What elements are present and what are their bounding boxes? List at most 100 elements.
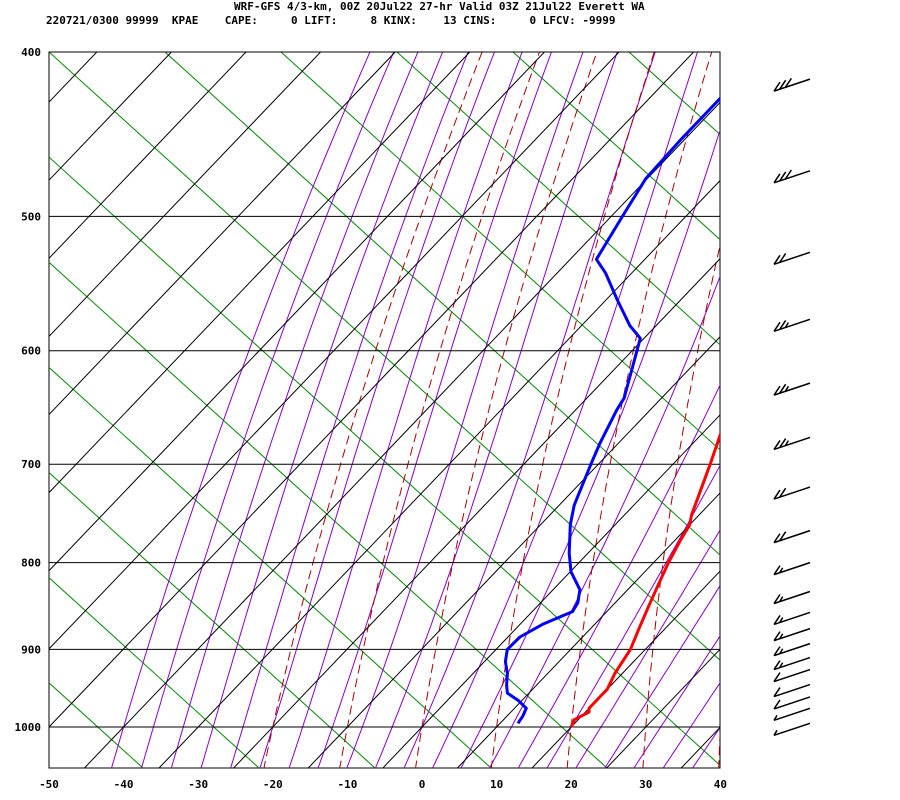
moist-adiabat-line — [633, 635, 720, 768]
wind-barb-staff — [773, 642, 811, 657]
wind-barb — [773, 561, 811, 576]
wind-barb-staff — [773, 707, 811, 722]
wind-barb — [773, 642, 811, 657]
pressure-axis: 400 500 600 700 800 900 1000 — [15, 46, 42, 734]
wind-barb-half-flag — [779, 617, 784, 623]
isotherm-line — [49, 52, 546, 572]
wind-barb-half-flag — [779, 596, 784, 602]
y-tick-label: 900 — [21, 643, 41, 656]
wind-barb-flag — [779, 79, 787, 90]
moist-adiabat-line — [141, 52, 395, 768]
mixing-ratio-line — [396, 52, 720, 346]
isotherm-line — [49, 52, 471, 494]
wind-barb-staff — [773, 696, 811, 710]
wind-barb-staff — [773, 656, 811, 671]
isotherm-line — [49, 52, 695, 728]
wind-barb — [773, 486, 811, 500]
mixing-ratio-line — [49, 261, 608, 768]
wind-barb-staff — [773, 683, 811, 698]
wind-barb-half-flag — [779, 567, 784, 574]
isotherm-line — [49, 52, 620, 650]
x-tick-label: -30 — [188, 778, 208, 791]
wind-barb-staff — [773, 382, 811, 396]
wind-barb-staff — [773, 611, 811, 626]
moist-adiabat-line — [259, 52, 496, 768]
wind-barb-flag — [779, 487, 787, 498]
wind-barb-flag — [773, 646, 781, 657]
isotherm-line — [531, 570, 720, 768]
wind-barbs — [773, 77, 811, 737]
mixing-ratio-line — [280, 52, 720, 451]
x-tick-label: 30 — [639, 778, 652, 791]
mixing-ratio-line — [49, 682, 144, 768]
wind-barb-staff — [773, 668, 811, 683]
moist-adiabat-line — [403, 52, 656, 768]
dry-adiabat-line — [415, 52, 598, 768]
mixing-ratio-lines — [0, 52, 720, 768]
y-tick-label: 500 — [21, 210, 41, 223]
moist-adiabat-line — [460, 128, 720, 768]
isotherm-line — [456, 492, 720, 768]
wind-barb-flag — [773, 533, 781, 544]
wind-barb-staff — [773, 78, 811, 92]
wind-barb-flag — [773, 81, 781, 92]
mixing-ratio-line — [49, 52, 720, 661]
isotherm-line — [49, 52, 247, 260]
wind-barb — [773, 707, 811, 722]
moist-adiabat-line — [230, 52, 469, 768]
mixing-ratio-line — [0, 52, 27, 768]
wind-barb-half-flag — [784, 385, 790, 392]
mixing-ratio-line — [512, 52, 720, 241]
moist-adiabat-line — [702, 0, 900, 797]
x-tick-label: -40 — [114, 778, 134, 791]
x-tick-label: -20 — [263, 778, 283, 791]
dry-adiabat-line — [263, 52, 483, 768]
wind-barb — [773, 169, 811, 184]
moist-adiabat-line — [317, 52, 553, 768]
x-tick-label: 0 — [419, 778, 426, 791]
wind-barb — [773, 529, 811, 544]
wind-barb-staff — [773, 590, 811, 605]
isotherm-line — [728, 0, 900, 797]
moist-adiabat-line — [517, 383, 720, 768]
x-tick-label: -50 — [39, 778, 59, 791]
wind-barb-flag — [773, 631, 781, 642]
wind-barb-staff — [773, 318, 811, 333]
wind-barb-flag — [784, 169, 793, 180]
moist-adiabat-line — [604, 584, 720, 768]
isotherm-line — [49, 52, 173, 181]
moist-adiabat-line — [200, 52, 444, 768]
wind-barb-flag — [773, 687, 781, 697]
wind-barb-flag — [773, 173, 781, 184]
station-indices-line: 220721/0300 99999 KPAE CAPE: 0 LIFT: 8 K… — [46, 14, 616, 27]
mixing-ratio-line — [49, 366, 492, 768]
x-tick-label: -10 — [337, 778, 357, 791]
x-tick-label: 10 — [490, 778, 503, 791]
wind-barb — [773, 590, 811, 605]
wind-barb-flag — [773, 615, 781, 625]
dry-adiabat-line — [642, 243, 720, 768]
wind-barb-flag — [773, 672, 781, 682]
wind-barb — [773, 251, 811, 266]
dry-adiabat-line — [566, 52, 713, 768]
wind-barb-staff — [773, 561, 811, 576]
wind-barb — [773, 668, 811, 683]
temperature-profile — [569, 430, 720, 728]
y-tick-label: 700 — [21, 458, 41, 471]
wind-barb — [773, 696, 811, 710]
moist-adiabat-line — [662, 681, 720, 768]
isotherm-line — [49, 52, 396, 416]
isotherm-line — [232, 258, 720, 768]
wind-barb-half-flag — [779, 633, 784, 640]
moist-adiabat-line — [346, 52, 584, 768]
moist-adiabat-line — [374, 52, 618, 768]
wind-barb-half-flag — [784, 440, 790, 447]
dewpoint-profile — [503, 96, 720, 725]
dry-adiabat-line — [339, 52, 541, 768]
x-tick-label: 20 — [565, 778, 578, 791]
isotherm-line — [605, 648, 720, 768]
wind-barb — [773, 436, 811, 451]
mixing-ratio-line — [49, 156, 720, 766]
wind-barb-staff — [773, 529, 811, 544]
